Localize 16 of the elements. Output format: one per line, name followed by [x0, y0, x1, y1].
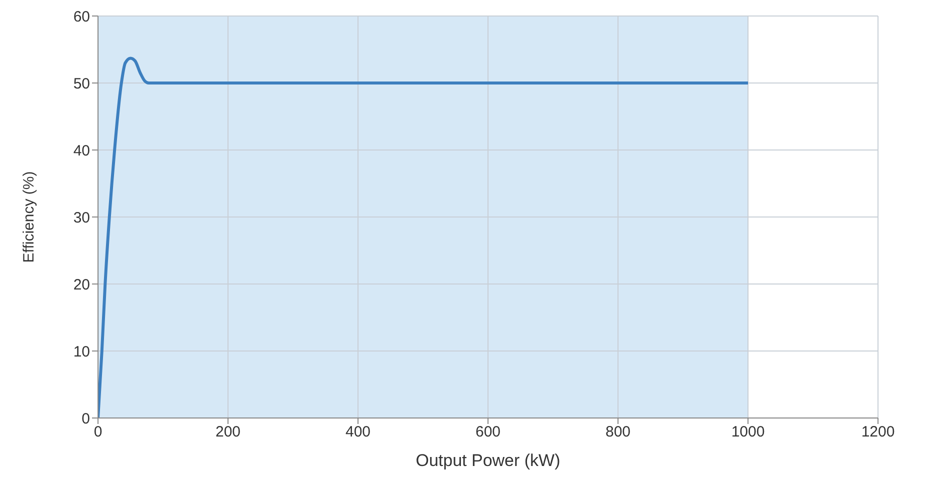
x-tick-label: 1000	[731, 424, 765, 441]
x-tick-label: 400	[345, 424, 371, 441]
x-axis-title: Output Power (kW)	[416, 451, 560, 470]
x-tick-label: 0	[94, 424, 102, 441]
y-tick-label: 20	[73, 276, 90, 294]
x-tick-label: 800	[605, 424, 631, 441]
y-tick-label: 60	[73, 8, 90, 26]
y-axis-title: Efficiency (%)	[20, 171, 38, 263]
y-tick-label: 50	[73, 75, 90, 92]
y-tick-label: 30	[73, 209, 90, 226]
x-tick-label: 200	[215, 424, 241, 441]
y-tick-label: 10	[73, 343, 90, 360]
x-tick-label: 600	[475, 424, 501, 441]
y-tick-label: 40	[73, 142, 90, 160]
y-tick-label: 0	[82, 410, 90, 428]
x-tick-label: 1200	[861, 424, 895, 441]
